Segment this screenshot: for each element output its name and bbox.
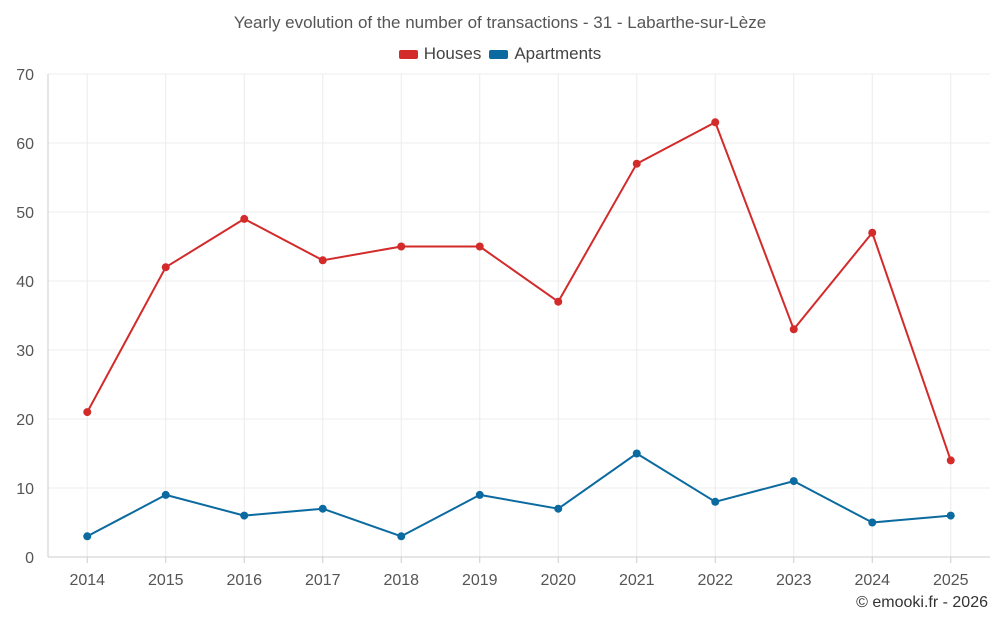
data-point-apartments[interactable] <box>161 490 170 499</box>
data-point-houses[interactable] <box>789 325 798 334</box>
data-point-houses[interactable] <box>868 228 877 237</box>
legend-swatch-houses <box>398 49 418 59</box>
data-point-apartments[interactable] <box>83 532 92 541</box>
data-point-apartments[interactable] <box>475 490 484 499</box>
x-tick-label: 2014 <box>69 572 105 589</box>
legend-item-houses[interactable]: Houses <box>398 44 482 64</box>
data-point-houses[interactable] <box>946 456 955 465</box>
tick-labels: 0 10 20 30 40 50 60 70 2014 2015 2016 2017 2018 2019 2… <box>16 67 968 589</box>
x-tick-label: 2020 <box>540 572 576 589</box>
legend-label-houses: Houses <box>423 44 482 63</box>
credit-text: © emooki.fr - 2026 <box>856 594 988 611</box>
axes <box>47 74 990 563</box>
x-tick-label: 2025 <box>933 572 969 589</box>
y-tick-label: 40 <box>16 274 34 291</box>
legend-item-apartments[interactable]: Apartments <box>489 44 601 64</box>
legend: Houses Apartments <box>0 44 1000 64</box>
chart-title: Yearly evolution of the number of transa… <box>233 13 767 32</box>
data-point-houses[interactable] <box>632 159 641 168</box>
data-point-houses[interactable] <box>397 242 406 251</box>
series-lines <box>83 118 955 541</box>
data-point-houses[interactable] <box>318 256 327 265</box>
x-tick-label: 2018 <box>383 572 419 589</box>
series-line-houses <box>86 121 952 461</box>
x-tick-label: 2016 <box>226 572 262 589</box>
y-tick-label: 30 <box>16 343 34 360</box>
data-point-apartments[interactable] <box>240 511 249 520</box>
y-tick-label: 0 <box>25 550 34 567</box>
data-point-apartments[interactable] <box>868 518 877 527</box>
data-point-apartments[interactable] <box>554 504 563 513</box>
y-tick-label: 70 <box>16 67 34 84</box>
x-tick-label: 2015 <box>148 572 184 589</box>
data-point-houses[interactable] <box>83 408 92 417</box>
data-point-houses[interactable] <box>475 242 484 251</box>
data-point-houses[interactable] <box>554 297 563 306</box>
data-point-apartments[interactable] <box>632 449 641 458</box>
y-tick-label: 20 <box>16 412 34 429</box>
x-tick-label: 2021 <box>619 572 655 589</box>
data-point-houses[interactable] <box>711 118 720 127</box>
y-tick-label: 10 <box>16 481 34 498</box>
data-point-apartments[interactable] <box>711 497 720 506</box>
data-point-houses[interactable] <box>240 214 249 223</box>
grid-lines <box>48 73 990 557</box>
x-tick-label: 2019 <box>462 572 498 589</box>
data-point-apartments[interactable] <box>318 504 327 513</box>
data-point-apartments[interactable] <box>789 477 798 486</box>
data-point-apartments[interactable] <box>946 511 955 520</box>
y-tick-label: 60 <box>16 136 34 153</box>
data-point-apartments[interactable] <box>397 532 406 541</box>
x-tick-label: 2022 <box>697 572 733 589</box>
data-point-houses[interactable] <box>161 263 170 272</box>
y-tick-label: 50 <box>16 205 34 222</box>
x-tick-label: 2023 <box>776 572 812 589</box>
series-line-apartments <box>86 452 951 538</box>
legend-label-apartments: Apartments <box>514 44 602 63</box>
x-tick-label: 2017 <box>305 572 341 589</box>
legend-swatch-apartments <box>489 49 509 59</box>
x-tick-label: 2024 <box>854 572 890 589</box>
